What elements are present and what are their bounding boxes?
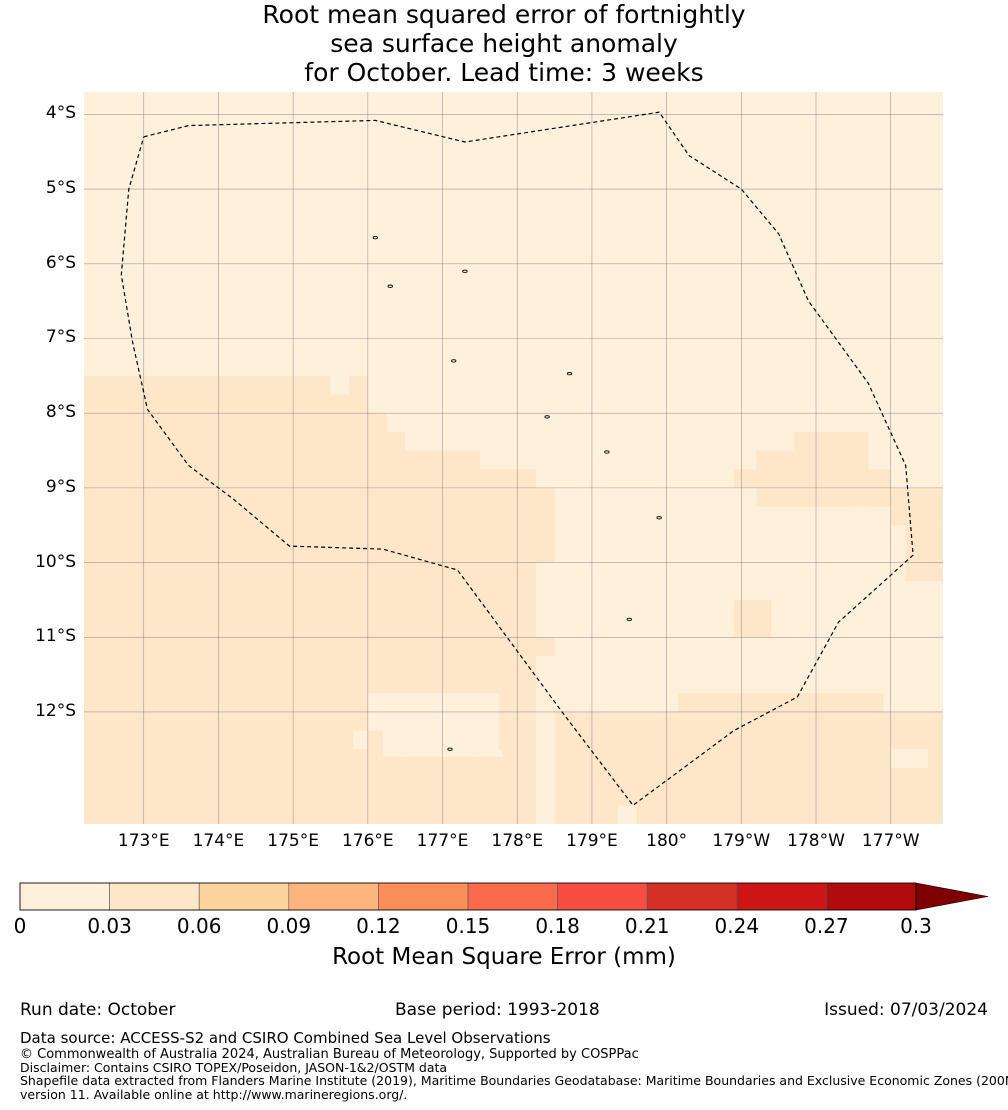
longitude-label: 180° bbox=[646, 831, 688, 851]
colorbar-tick-label: 0.3 bbox=[900, 914, 932, 938]
colorbar-bin bbox=[19, 882, 110, 911]
longitude-label: 177°E bbox=[416, 831, 469, 851]
island-outline bbox=[544, 415, 550, 419]
raster-cell bbox=[367, 413, 387, 824]
island-outline bbox=[372, 236, 378, 240]
latitude-label: 6°S bbox=[45, 252, 76, 273]
colorbar-extend-arrow bbox=[915, 882, 989, 911]
longitude-label: 174°E bbox=[192, 831, 245, 851]
latitude-label: 11°S bbox=[35, 626, 76, 647]
latitude-label: 9°S bbox=[45, 476, 76, 497]
colorbar-bin bbox=[109, 882, 200, 911]
rmse-raster bbox=[84, 92, 943, 824]
raster-cell bbox=[756, 450, 869, 507]
island-outline bbox=[387, 284, 393, 288]
raster-cell bbox=[890, 749, 929, 768]
colorbar bbox=[19, 882, 989, 911]
raster-cell bbox=[618, 805, 637, 824]
colorbar-tick-label: 0.27 bbox=[804, 914, 849, 938]
longitude-label: 176°E bbox=[341, 831, 394, 851]
copyright: © Commonwealth of Australia 2024, Austra… bbox=[20, 1047, 639, 1062]
graticule bbox=[84, 92, 943, 824]
raster-cell bbox=[352, 730, 368, 750]
latitude-label: 7°S bbox=[45, 327, 76, 348]
raster-cell bbox=[905, 525, 943, 582]
colorbar-tick-label: 0.18 bbox=[535, 914, 580, 938]
island-outline bbox=[451, 359, 457, 363]
longitude-label: 179°W bbox=[712, 831, 771, 851]
latitude-label: 8°S bbox=[45, 402, 76, 423]
island-outline bbox=[656, 516, 662, 520]
longitude-label: 175°E bbox=[267, 831, 319, 851]
shapefile-credit-line-2: version 11. Available online at http://w… bbox=[20, 1087, 408, 1102]
colorbar-bin bbox=[736, 882, 827, 911]
latitude-label: 12°S bbox=[35, 700, 76, 721]
longitude-label: 173°E bbox=[117, 831, 170, 851]
colorbar-tick-label: 0.24 bbox=[714, 914, 760, 938]
title-line-1: Root mean squared error of fortnightly bbox=[262, 0, 746, 29]
title-line-2: sea surface height anomaly bbox=[330, 29, 678, 58]
raster-cell bbox=[535, 487, 555, 563]
map-title: Root mean squared error of fortnightly s… bbox=[0, 0, 1008, 87]
colorbar-tick-label: 0.09 bbox=[266, 914, 312, 938]
colorbar-bin bbox=[198, 882, 290, 911]
island-outline bbox=[626, 617, 632, 621]
base-period: Base period: 1993-2018 bbox=[395, 1000, 600, 1020]
raster-cell bbox=[349, 375, 368, 824]
colorbar-tick-label: 0 bbox=[13, 914, 27, 938]
raster-cell bbox=[382, 730, 499, 750]
raster-cell bbox=[535, 637, 555, 656]
eez-boundary bbox=[120, 111, 914, 807]
raster-cell bbox=[733, 599, 772, 638]
colorbar-tick-label: 0.12 bbox=[356, 914, 401, 938]
latitude-label: 10°S bbox=[35, 551, 76, 572]
island-outline bbox=[447, 747, 453, 751]
longitude-label: 178°W bbox=[787, 831, 845, 851]
longitude-label: 177°W bbox=[861, 831, 920, 851]
island-outline bbox=[462, 269, 468, 273]
data-source: Data source: ACCESS-S2 and CSIRO Combine… bbox=[20, 1029, 551, 1047]
colorbar-bin bbox=[378, 882, 469, 911]
run-date: Run date: October bbox=[20, 1000, 176, 1020]
island-outline bbox=[566, 371, 573, 376]
issued-date: Issued: 07/03/2024 bbox=[824, 1000, 988, 1020]
raster-cell bbox=[330, 394, 350, 824]
disclaimer: Disclaimer: Contains CSIRO TOPEX/Poseido… bbox=[20, 1060, 448, 1075]
longitude-label: 179°E bbox=[566, 831, 618, 851]
raster-cell bbox=[890, 487, 943, 526]
raster-cell bbox=[517, 655, 536, 675]
colorbar-bin bbox=[557, 882, 648, 911]
raster-cell bbox=[517, 562, 536, 638]
title-line-3: for October. Lead time: 3 weeks bbox=[304, 58, 704, 87]
raster-cell bbox=[84, 375, 331, 824]
raster-cell bbox=[793, 431, 869, 451]
colorbar-tick-label: 0.15 bbox=[445, 914, 491, 938]
colorbar-label: Root Mean Square Error (mm) bbox=[332, 944, 676, 970]
colorbar-frame bbox=[19, 882, 917, 911]
colorbar-bin bbox=[826, 882, 917, 911]
colorbar-tick-label: 0.21 bbox=[624, 914, 670, 938]
colorbar-tick-label: 0.06 bbox=[176, 914, 222, 938]
shapefile-credit-line-1: Shapefile data extracted from Flanders M… bbox=[20, 1073, 1008, 1088]
colorbar-bin bbox=[646, 882, 738, 911]
latitude-label: 5°S bbox=[45, 178, 76, 199]
latitude-label: 4°S bbox=[45, 103, 76, 124]
island-outline bbox=[604, 450, 610, 454]
raster-cell bbox=[849, 506, 869, 526]
raster-cell bbox=[386, 431, 406, 824]
colorbar-bin bbox=[467, 882, 558, 911]
colorbar-tick-label: 0.03 bbox=[87, 914, 132, 938]
longitude-label: 178°E bbox=[491, 831, 544, 851]
islands bbox=[372, 236, 662, 751]
colorbar-bin bbox=[288, 882, 379, 911]
raster-cell bbox=[677, 693, 884, 712]
raster-cell bbox=[330, 375, 350, 395]
